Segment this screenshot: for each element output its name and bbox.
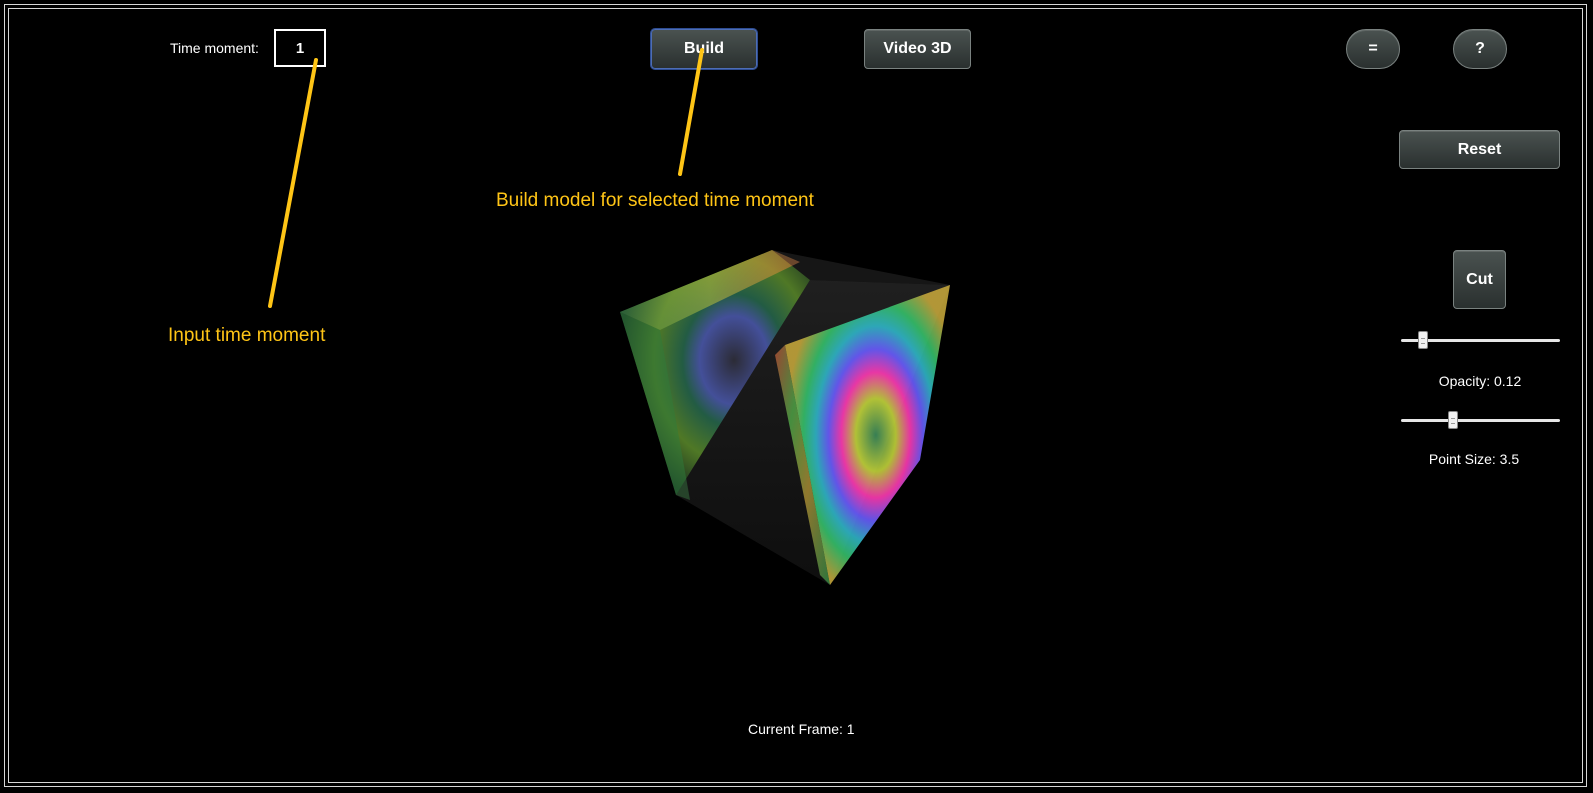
input-hint-annotation: Input time moment xyxy=(168,325,326,346)
cube-left-slab-edge xyxy=(620,312,690,500)
menu-button[interactable]: = xyxy=(1346,29,1400,69)
outer-border xyxy=(4,4,1587,787)
build-pointer-line xyxy=(678,48,704,176)
inner-border xyxy=(8,8,1583,783)
cube-left-slab-top xyxy=(620,250,800,330)
cube-right-slab-edge xyxy=(775,345,830,585)
reset-button[interactable]: Reset xyxy=(1399,130,1560,169)
point-size-slider[interactable] xyxy=(1401,411,1560,431)
cube-ghost-top xyxy=(772,250,950,285)
opacity-slider[interactable] xyxy=(1401,331,1560,351)
build-button[interactable]: Build xyxy=(651,29,757,69)
cut-button[interactable]: Cut xyxy=(1453,250,1506,309)
point-size-slider-track[interactable] xyxy=(1401,419,1560,422)
point-size-label: Point Size: 3.5 xyxy=(1428,451,1520,467)
build-hint-annotation: Build model for selected time moment xyxy=(496,190,814,211)
time-moment-label: Time moment: xyxy=(170,40,259,56)
opacity-slider-track[interactable] xyxy=(1401,339,1560,342)
cube-right-slab xyxy=(785,285,950,585)
video-3d-button[interactable]: Video 3D xyxy=(864,29,971,69)
current-frame-label: Current Frame: 1 xyxy=(748,721,855,737)
opacity-label: Opacity: 0.12 xyxy=(1438,373,1522,389)
opacity-slider-thumb[interactable] xyxy=(1418,331,1429,349)
help-button[interactable]: ? xyxy=(1453,29,1507,69)
input-pointer-line xyxy=(268,58,318,308)
point-size-slider-thumb[interactable] xyxy=(1447,411,1458,429)
